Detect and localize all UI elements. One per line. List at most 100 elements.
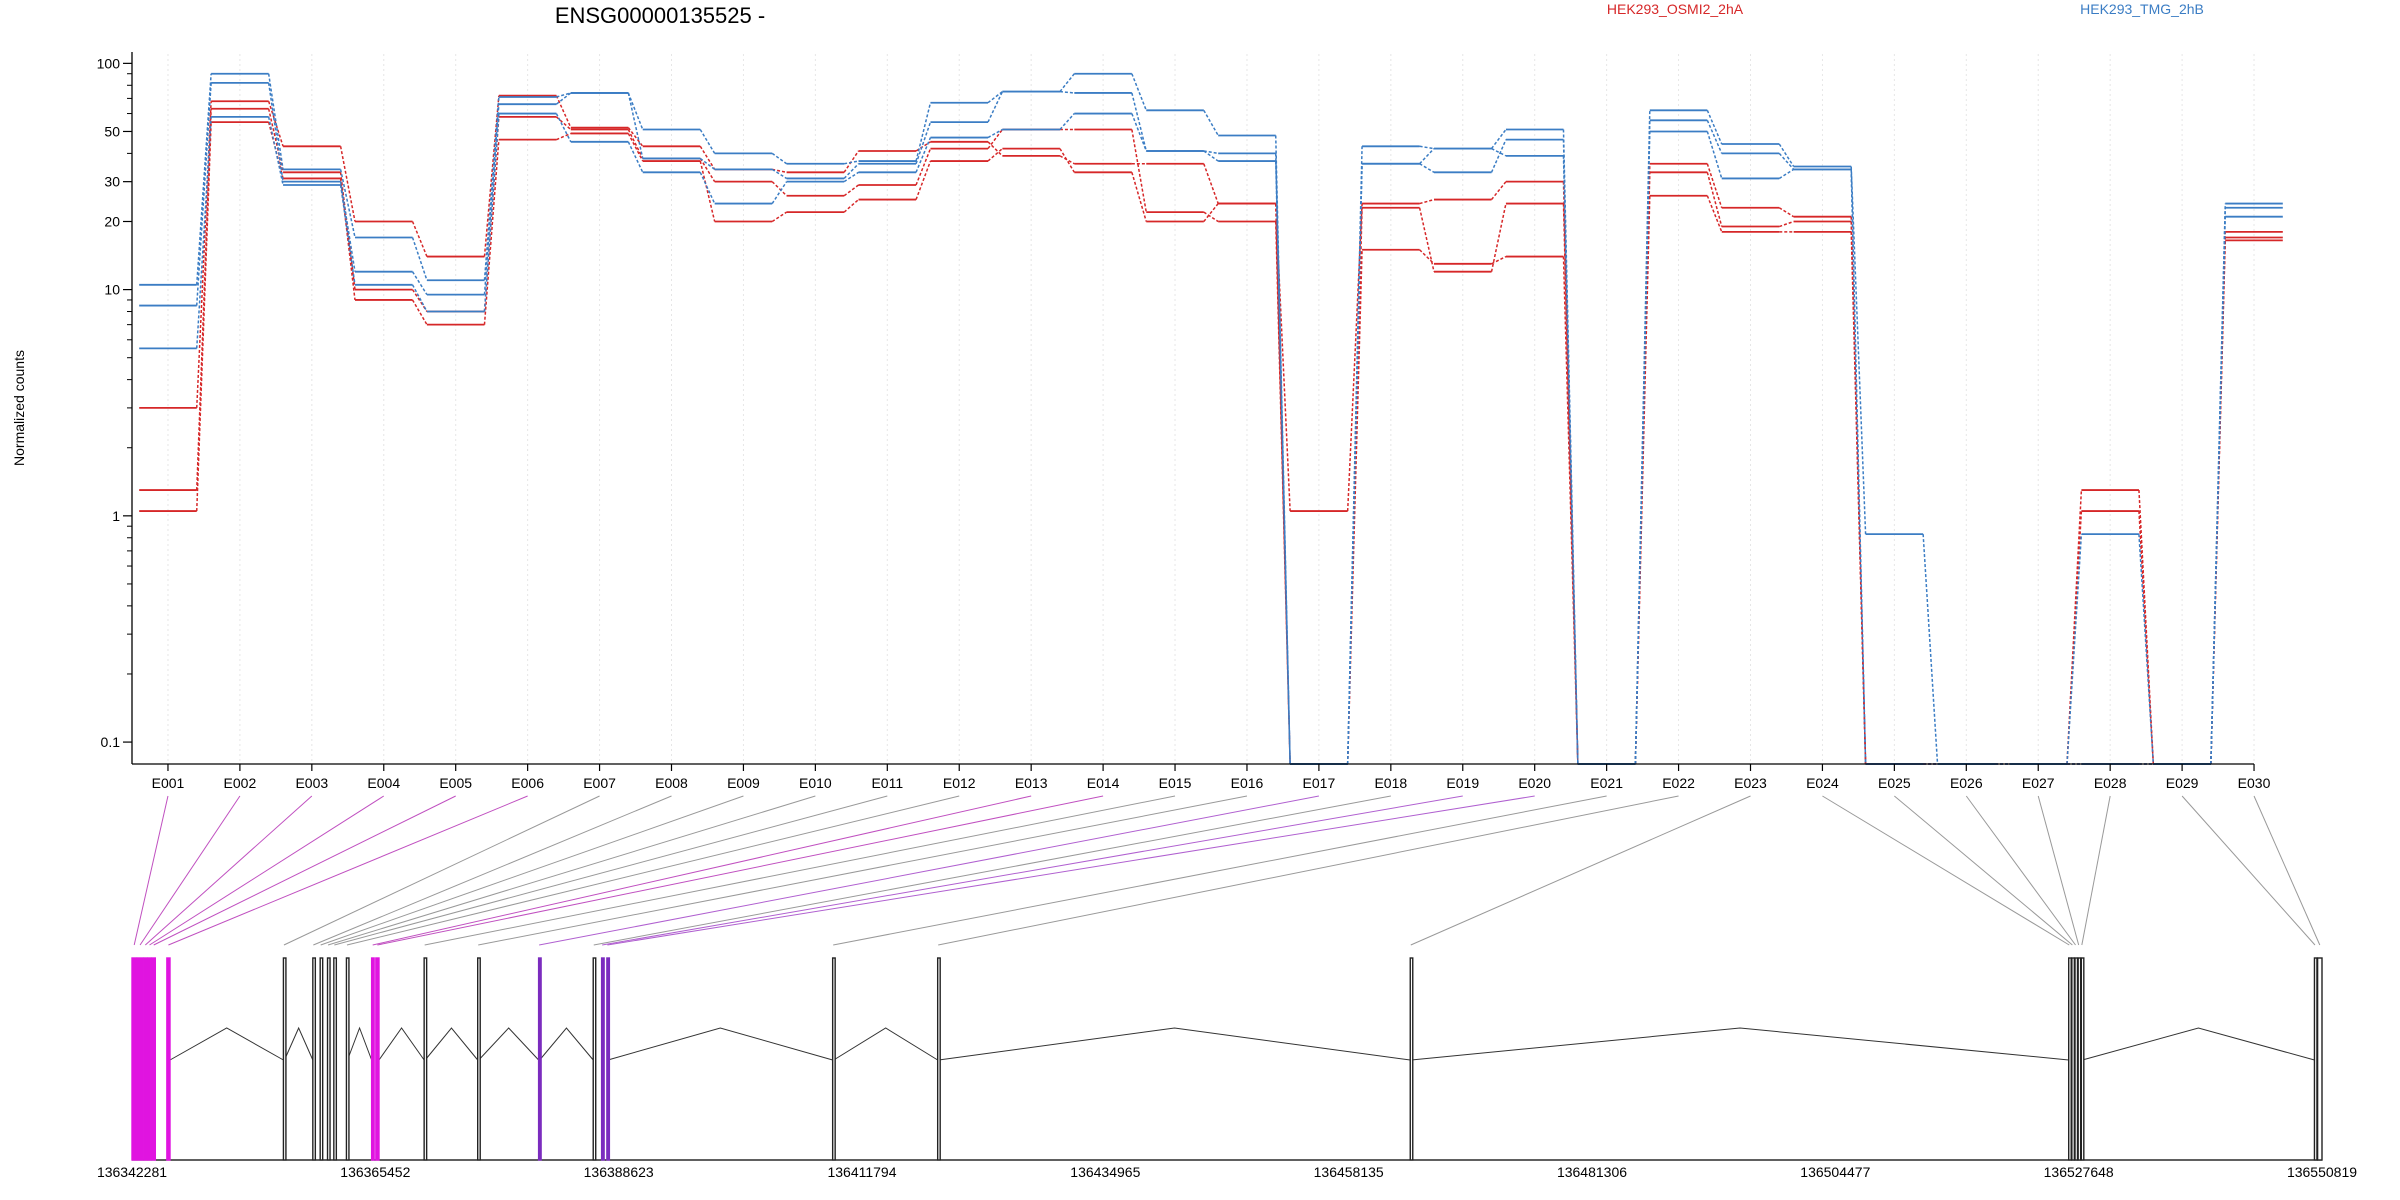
x-tick-label: E003 (295, 775, 328, 791)
series-connector (771, 181, 788, 197)
legend-entry-osmi: HEK293_OSMI2_2hA (1607, 1, 1744, 17)
exon-block (936, 957, 941, 1161)
intron-line (478, 1027, 539, 1061)
exon-block (166, 957, 171, 1161)
intron-line (378, 1027, 425, 1061)
x-tick-label: E022 (1662, 775, 1695, 791)
series-connector (1778, 143, 1795, 167)
intron-line (424, 1027, 479, 1061)
genomic-tick-label: 136481306 (1557, 1164, 1627, 1180)
x-tick-label: E004 (367, 775, 400, 791)
x-tick-label: E014 (1087, 775, 1120, 791)
exon-block (147, 957, 152, 1161)
series-red (139, 107, 2283, 765)
genomic-tick-label: 136527648 (2044, 1164, 2114, 1180)
exon-connector (372, 795, 1032, 946)
exon-connector (478, 795, 1248, 946)
series-connector (1490, 181, 1507, 201)
exon-connectors (133, 795, 2321, 946)
x-tick-label: E007 (583, 775, 616, 791)
intron-line (607, 1027, 833, 1061)
series-connector (1706, 195, 1723, 233)
y-tick-label: 20 (104, 213, 120, 229)
series-connector (483, 104, 500, 295)
series-connector (1779, 220, 1794, 228)
x-tick-label: E023 (1734, 775, 1767, 791)
series-connector (1059, 148, 1075, 173)
series-connector (1131, 73, 1147, 111)
exon-connector (283, 795, 600, 946)
genomic-tick-label: 136458135 (1314, 1164, 1384, 1180)
intron-line (938, 1027, 1411, 1061)
series-connector (1418, 207, 1435, 272)
series-connector (1706, 131, 1723, 179)
exon-block (370, 957, 375, 1161)
exon-connector (149, 795, 385, 946)
series-connector (2066, 534, 2083, 765)
x-tick-label: E011 (871, 775, 903, 791)
series-connector (771, 181, 788, 204)
series-connector (987, 148, 1003, 162)
series-connector (483, 95, 500, 257)
series-connector (267, 116, 284, 186)
series-connector (843, 171, 859, 183)
series-connector (1346, 203, 1363, 512)
exon-block (2313, 957, 2318, 1161)
exon-block (606, 957, 611, 1161)
x-tick-label: E010 (799, 775, 832, 791)
genomic-tick-label: 136365452 (340, 1164, 410, 1180)
x-tick-label: E015 (1159, 775, 1192, 791)
intron-line (2082, 1027, 2315, 1061)
series-connector (1706, 110, 1723, 145)
series-connector (267, 108, 284, 173)
series-connector (1059, 113, 1075, 131)
series-connector (627, 141, 644, 173)
series-connector (556, 132, 572, 141)
series-connector (556, 92, 571, 98)
exon-block (2316, 957, 2323, 1161)
y-tick-label: 50 (104, 123, 120, 139)
series-connector (1203, 109, 1219, 136)
series-connector (1491, 255, 1507, 265)
series-connector (411, 284, 428, 312)
series-connector (2138, 511, 2155, 765)
exon-connector (320, 795, 744, 946)
series-connector (267, 73, 284, 170)
series-connector (627, 92, 644, 130)
x-tick-label: E002 (224, 775, 257, 791)
series-connector (1419, 145, 1435, 150)
series-connector (1203, 211, 1219, 223)
series-connector (627, 129, 644, 159)
exon-block (375, 957, 380, 1161)
exon-block (477, 957, 481, 1161)
x-tick-label: E005 (439, 775, 472, 791)
series-connector (627, 92, 644, 159)
x-tick-label: E020 (1518, 775, 1551, 791)
series-blue (139, 72, 2283, 765)
exon-block (319, 957, 324, 1161)
series-connector (2138, 534, 2155, 765)
exon-block (131, 957, 138, 1161)
series-connector (987, 91, 1003, 104)
series-connector (1203, 203, 1219, 222)
exon-connector (334, 795, 888, 946)
genomic-tick-label: 136550819 (2287, 1164, 2357, 1180)
exon-connector (133, 795, 169, 946)
series-connector (1203, 163, 1219, 204)
series-connector (483, 139, 500, 325)
series-connector (1490, 139, 1507, 173)
series-connector (483, 113, 500, 312)
series-connector (843, 150, 860, 173)
x-tick-label: E017 (1303, 775, 1336, 791)
intron-line (1411, 1027, 2069, 1061)
x-tick-label: E016 (1231, 775, 1264, 791)
series-connector (844, 160, 859, 165)
series-red (139, 121, 2283, 765)
exon-block (136, 957, 144, 1161)
series-connector (1131, 129, 1147, 213)
series-connector (1419, 148, 1435, 165)
series-connector (699, 160, 716, 222)
exon-connector (2181, 795, 2316, 946)
series-connector (555, 113, 572, 143)
series-connector (195, 116, 212, 349)
